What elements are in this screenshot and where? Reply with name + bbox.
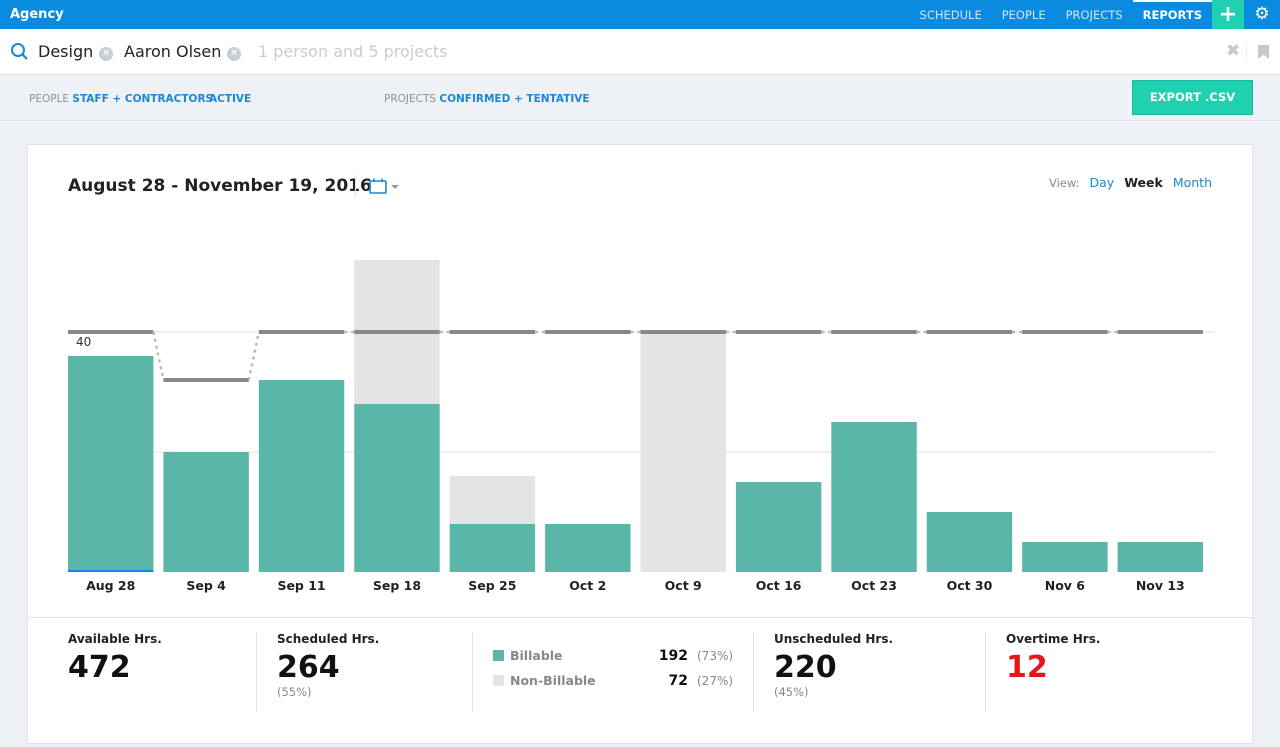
gear-icon[interactable]: ⚙ [1254, 4, 1270, 24]
legend-billable: Billable [493, 648, 563, 663]
divider [472, 632, 473, 712]
people-filter[interactable]: PEOPLE STAFF + CONTRACTORS [29, 93, 214, 105]
billable-pct: (73%) [697, 649, 734, 663]
capacity-connector [247, 331, 261, 381]
search-icon [11, 43, 28, 60]
x-tick-label: Sep 4 [186, 578, 226, 593]
y-tick-label: 40 [76, 335, 91, 349]
divider [256, 632, 257, 712]
date-range-title: August 28 - November 19, 2016 [68, 176, 372, 196]
billable-bar [831, 422, 917, 572]
remove-chip-icon[interactable]: ✕ [227, 47, 242, 61]
app-title: Agency [10, 7, 64, 22]
view-switcher: View: Day Week Month [1049, 175, 1212, 190]
non-billable-value: 72 [668, 673, 688, 689]
clear-search-icon[interactable]: ✖ [1226, 41, 1241, 61]
billable-bar [735, 482, 822, 572]
divider [985, 632, 986, 712]
non-billable-bar [449, 476, 536, 524]
main-nav: SCHEDULE PEOPLE PROJECTS REPORTS + ⚙ [910, 0, 1280, 29]
filter-bar: PEOPLE STAFF + CONTRACTORS ACTIVE PROJEC… [0, 75, 1280, 121]
billable-bar [68, 356, 154, 572]
report-card: August 28 - November 19, 2016 View: Day … [27, 144, 1254, 747]
nav-schedule[interactable]: SCHEDULE [919, 8, 982, 22]
x-tick-label: Oct 9 [665, 578, 702, 593]
view-week[interactable]: Week [1124, 175, 1163, 190]
bookmark-icon[interactable] [1258, 45, 1269, 59]
x-tick-label: Nov 6 [1045, 578, 1086, 593]
billable-swatch [493, 650, 504, 661]
remove-chip-icon[interactable]: ✕ [99, 47, 114, 61]
view-month[interactable]: Month [1172, 175, 1212, 190]
nav-people[interactable]: PEOPLE [1001, 8, 1046, 22]
divider [753, 632, 754, 712]
billable-bar [545, 524, 631, 572]
search-input[interactable]: 1 person and 5 projects [258, 42, 448, 61]
status-filter[interactable]: ACTIVE [209, 93, 252, 105]
calendar-icon[interactable] [369, 178, 387, 194]
billable-bar [926, 512, 1013, 572]
non-billable-bar [640, 332, 726, 572]
billable-value: 192 [658, 648, 688, 664]
chevron-down-icon[interactable] [391, 185, 399, 193]
plus-icon[interactable]: + [1212, 0, 1244, 29]
billable-bar [1022, 542, 1108, 572]
x-tick-label: Oct 30 [947, 578, 993, 593]
projects-filter[interactable]: PROJECTS CONFIRMED + TENTATIVE [384, 93, 590, 105]
nav-projects[interactable]: PROJECTS [1065, 8, 1123, 22]
view-label: View: [1048, 176, 1080, 190]
x-tick-label: Oct 16 [756, 578, 802, 593]
divider [1246, 41, 1247, 63]
billable-bar [449, 524, 536, 572]
stat-unscheduled: Unscheduled Hrs. 220 (45%) [774, 632, 894, 699]
filter-chip-design: Design ✕ [38, 42, 114, 61]
view-day[interactable]: Day [1089, 175, 1115, 190]
capacity-connector [152, 331, 165, 381]
billable-bar [163, 452, 249, 572]
top-bar: Agency SCHEDULE PEOPLE PROJECTS REPORTS … [0, 0, 1280, 29]
stat-scheduled: Scheduled Hrs. 264 (55%) [277, 632, 380, 699]
non-billable-swatch [493, 675, 504, 686]
divider [355, 175, 356, 197]
non-billable-pct: (27%) [697, 674, 734, 688]
stat-available: Available Hrs. 472 [68, 632, 162, 685]
x-tick-label: Oct 2 [569, 578, 606, 593]
billable-bar [354, 404, 440, 572]
x-tick-label: Nov 13 [1136, 578, 1185, 593]
nav-reports[interactable]: REPORTS [1132, 0, 1212, 29]
billable-bar [1117, 542, 1203, 572]
x-tick-label: Sep 18 [373, 578, 421, 593]
filter-chip-person: Aaron Olsen ✕ [124, 42, 242, 61]
export-csv-button[interactable]: EXPORT .CSV [1132, 80, 1253, 115]
billable-bar [258, 380, 345, 572]
x-tick-label: Aug 28 [86, 578, 135, 593]
x-tick-label: Oct 23 [851, 578, 897, 593]
summary-stats: Available Hrs. 472 Scheduled Hrs. 264 (5… [28, 617, 1254, 747]
legend-non-billable: Non-Billable [493, 673, 596, 688]
x-tick-label: Sep 25 [468, 578, 516, 593]
x-tick-label: Sep 11 [277, 578, 325, 593]
search-bar[interactable]: Design ✕ Aaron Olsen ✕ 1 person and 5 proj… [0, 29, 1280, 75]
stat-overtime: Overtime Hrs. 12 [1006, 632, 1101, 685]
